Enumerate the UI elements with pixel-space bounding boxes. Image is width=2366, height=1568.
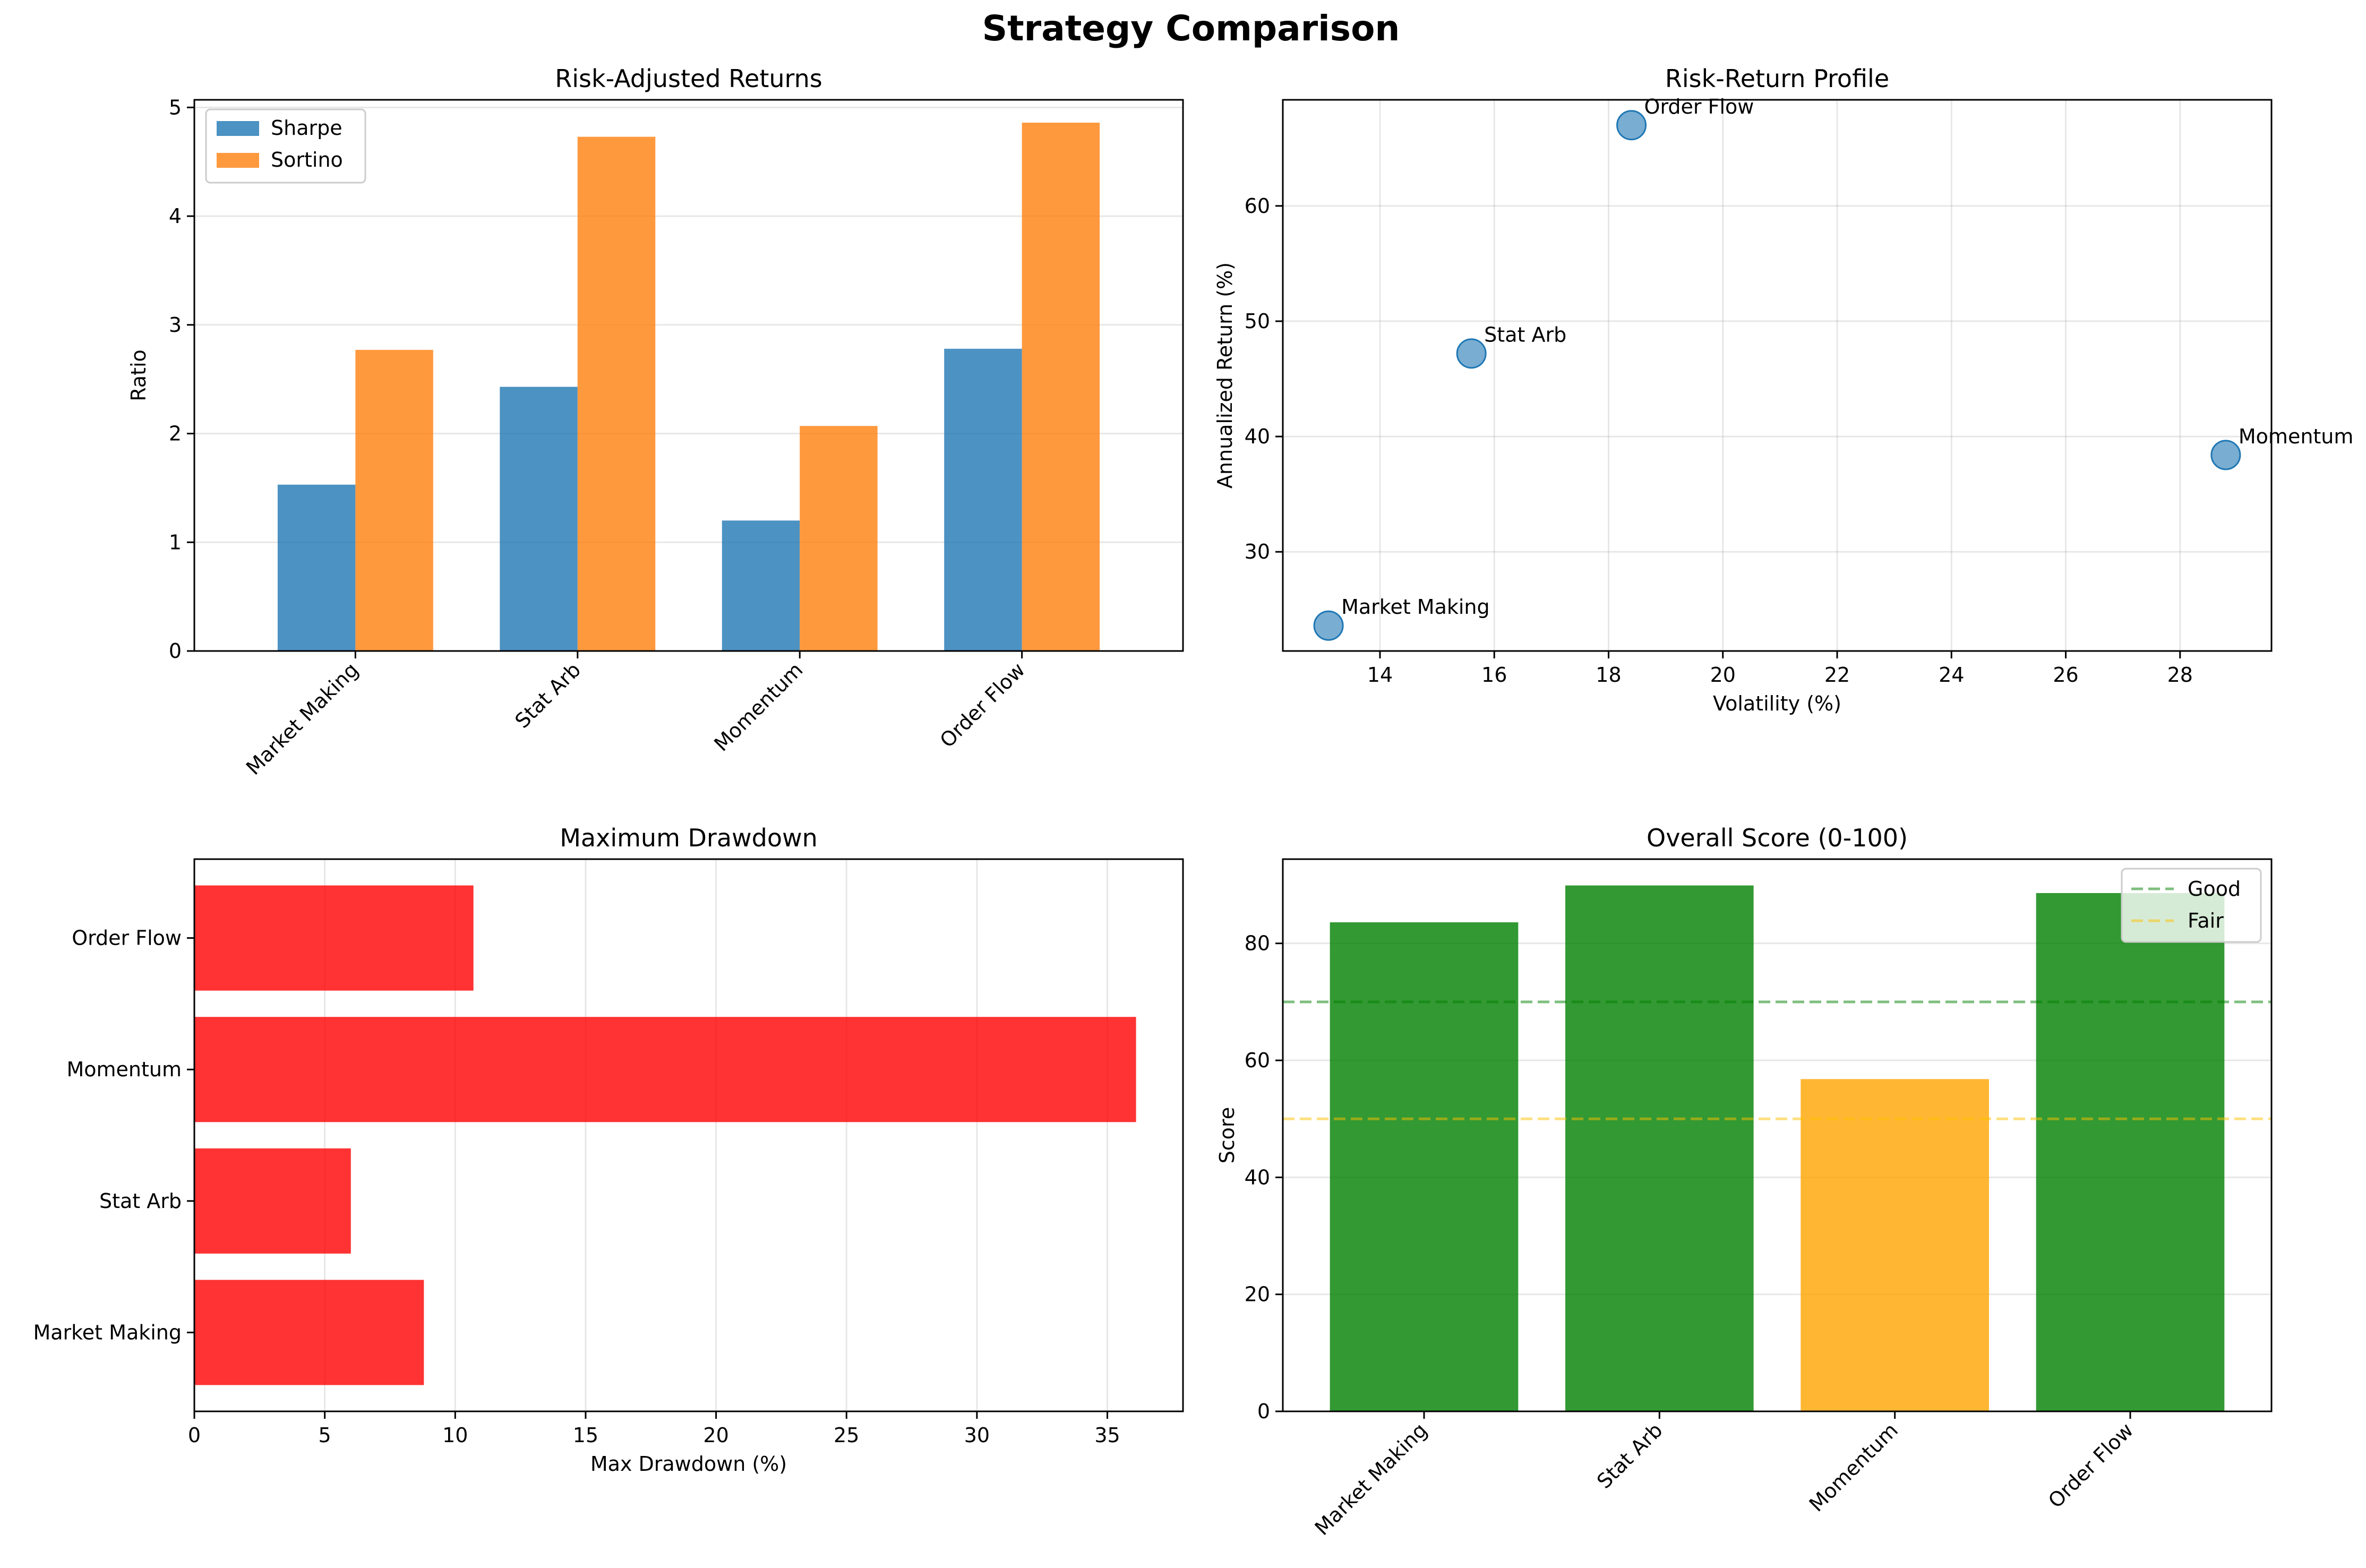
risk-return-xtick-label-6: 26 (2053, 663, 2078, 687)
risk-adjusted-xtick-label-1: Stat Arb (510, 658, 585, 733)
risk-return-axes-frame (1282, 99, 2273, 652)
risk-adjusted-bar-sharpe-1 (500, 387, 578, 651)
score-xtick-label-3: Order Flow (2044, 1418, 2138, 1512)
risk-adjusted-bar-sortino-0 (355, 349, 433, 651)
risk-adjusted-legend-swatch-0 (217, 121, 259, 136)
risk-return-point-label-2: Order Flow (1644, 95, 1754, 118)
drawdown-xlabel: Max Drawdown (%) (590, 1452, 787, 1476)
risk-return-xtick-label-2: 18 (1596, 663, 1621, 687)
risk-adjusted-legend-swatch-1 (217, 153, 259, 168)
score-ytick-label-2: 40 (1245, 1166, 1270, 1189)
drawdown-bar-1 (194, 1148, 351, 1254)
risk-adjusted-axes-frame (193, 99, 1184, 652)
drawdown-bar-0 (194, 1280, 424, 1385)
score-ytick-label-1: 20 (1245, 1283, 1270, 1306)
score-legend-box (2121, 868, 2262, 943)
drawdown-ytick-label-1: Stat Arb (99, 1189, 182, 1213)
drawdown-xtick-label-7: 35 (1094, 1424, 1120, 1447)
score-ytick-label-0: 0 (1257, 1400, 1270, 1423)
risk-adjusted-title: Risk-Adjusted Returns (555, 64, 822, 93)
risk-adjusted-bar-sortino-1 (577, 136, 656, 651)
risk-return-point-2 (1616, 110, 1647, 141)
risk-adjusted-bar-sortino-3 (1022, 122, 1100, 651)
risk-return-point-3 (2210, 440, 2241, 470)
risk-return-xtick-label-5: 24 (1939, 663, 1964, 687)
score-bar-0 (1330, 922, 1519, 1411)
risk-adjusted-bar-sharpe-3 (944, 348, 1022, 651)
risk-return-point-label-1: Stat Arb (1484, 323, 1566, 347)
score-bar-3 (2036, 893, 2225, 1411)
risk-adjusted-returns-panel: 0 1 2 3 4 5 Market Making Stat Arb Momentum Order… (127, 64, 1184, 779)
drawdown-ytick-label-0: Market Making (33, 1321, 182, 1344)
risk-adjusted-xtick-label-0: Market Making (242, 658, 363, 779)
risk-return-ytick-label-3: 60 (1245, 194, 1270, 218)
drawdown-xtick-label-5: 25 (834, 1424, 859, 1447)
score-xtick-label-2: Momentum (1805, 1418, 1902, 1516)
score-xtick-label-1: Stat Arb (1592, 1418, 1667, 1493)
risk-adjusted-bar-sharpe-0 (277, 484, 356, 651)
risk-adjusted-legend-label-0: Sharpe (271, 116, 342, 140)
figure-title: Strategy Comparison (982, 8, 1400, 49)
risk-adjusted-ytick-label-5: 5 (169, 96, 182, 119)
score-bar-1 (1565, 885, 1754, 1411)
drawdown-xtick-label-2: 10 (442, 1424, 468, 1447)
drawdown-axes-frame (193, 858, 1184, 1412)
risk-adjusted-ytick-label-0: 0 (169, 639, 182, 663)
risk-adjusted-bar-sortino-2 (800, 426, 878, 651)
maximum-drawdown-panel: 0 5 10 15 20 25 30 35 Market Making Stat Arb Momen… (33, 824, 1184, 1476)
risk-return-xtick-label-1: 16 (1481, 663, 1507, 687)
score-ytick-label-4: 80 (1245, 932, 1270, 955)
overall-score-panel: 0 20 40 60 80 Market Making Stat Arb Momentum Or… (1215, 824, 2273, 1540)
drawdown-title: Maximum Drawdown (560, 824, 818, 852)
drawdown-ytick-label-2: Momentum (66, 1058, 182, 1081)
risk-return-ytick-label-0: 30 (1245, 540, 1270, 563)
risk-adjusted-xtick-label-2: Momentum (709, 658, 807, 756)
score-legend-label-1: Fair (2188, 909, 2224, 932)
risk-adjusted-ytick-label-1: 1 (169, 530, 182, 554)
risk-return-xtick-label-7: 28 (2167, 663, 2193, 687)
drawdown-bar-3 (194, 885, 474, 991)
risk-adjusted-ytick-label-4: 4 (169, 204, 182, 228)
risk-adjusted-xtick-label-3: Order Flow (936, 658, 1030, 752)
drawdown-bar-2 (194, 1017, 1136, 1123)
risk-adjusted-ylabel: Ratio (127, 349, 150, 401)
drawdown-xtick-label-6: 30 (964, 1424, 990, 1447)
drawdown-xtick-label-3: 15 (573, 1424, 598, 1447)
score-title: Overall Score (0-100) (1647, 824, 1908, 852)
risk-adjusted-ytick-label-2: 2 (169, 422, 182, 445)
risk-return-ytick-label-1: 40 (1245, 425, 1270, 448)
risk-return-title: Risk-Return Profile (1665, 64, 1889, 93)
score-legend: Good Fair (2121, 868, 2262, 943)
score-legend-label-0: Good (2188, 877, 2241, 901)
score-xtick-label-0: Market Making (1310, 1418, 1432, 1540)
risk-return-ylabel: Annualized Return (%) (1213, 262, 1237, 489)
score-ytick-label-3: 60 (1245, 1049, 1270, 1072)
risk-adjusted-legend-label-1: Sortino (271, 148, 343, 172)
score-axes-frame (1282, 858, 2273, 1412)
risk-adjusted-ytick-label-3: 3 (169, 313, 182, 337)
drawdown-xtick-label-1: 5 (319, 1424, 331, 1447)
risk-return-point-1 (1456, 338, 1487, 369)
risk-return-xtick-label-4: 22 (1824, 663, 1850, 687)
drawdown-xtick-label-0: 0 (188, 1424, 201, 1447)
risk-adjusted-legend: Sharpe Sortino (205, 108, 366, 184)
risk-return-point-0 (1313, 610, 1344, 641)
risk-adjusted-bar-sharpe-2 (722, 520, 800, 651)
risk-return-ytick-label-2: 50 (1245, 310, 1270, 333)
score-bar-2 (1801, 1079, 1989, 1411)
risk-return-profile-panel: 30 40 50 60 14 16 18 20 22 24 26 28 Market Making Sta… (1213, 64, 2353, 715)
risk-return-xlabel: Volatility (%) (1713, 692, 1841, 715)
risk-return-point-label-0: Market Making (1341, 595, 1490, 619)
risk-return-point-label-3: Momentum (2239, 425, 2354, 448)
risk-return-xtick-label-3: 20 (1710, 663, 1736, 687)
score-ylabel: Score (1215, 1107, 1239, 1163)
drawdown-xtick-label-4: 20 (703, 1424, 728, 1447)
drawdown-ytick-label-3: Order Flow (72, 927, 182, 950)
risk-return-xtick-label-0: 14 (1367, 663, 1393, 687)
